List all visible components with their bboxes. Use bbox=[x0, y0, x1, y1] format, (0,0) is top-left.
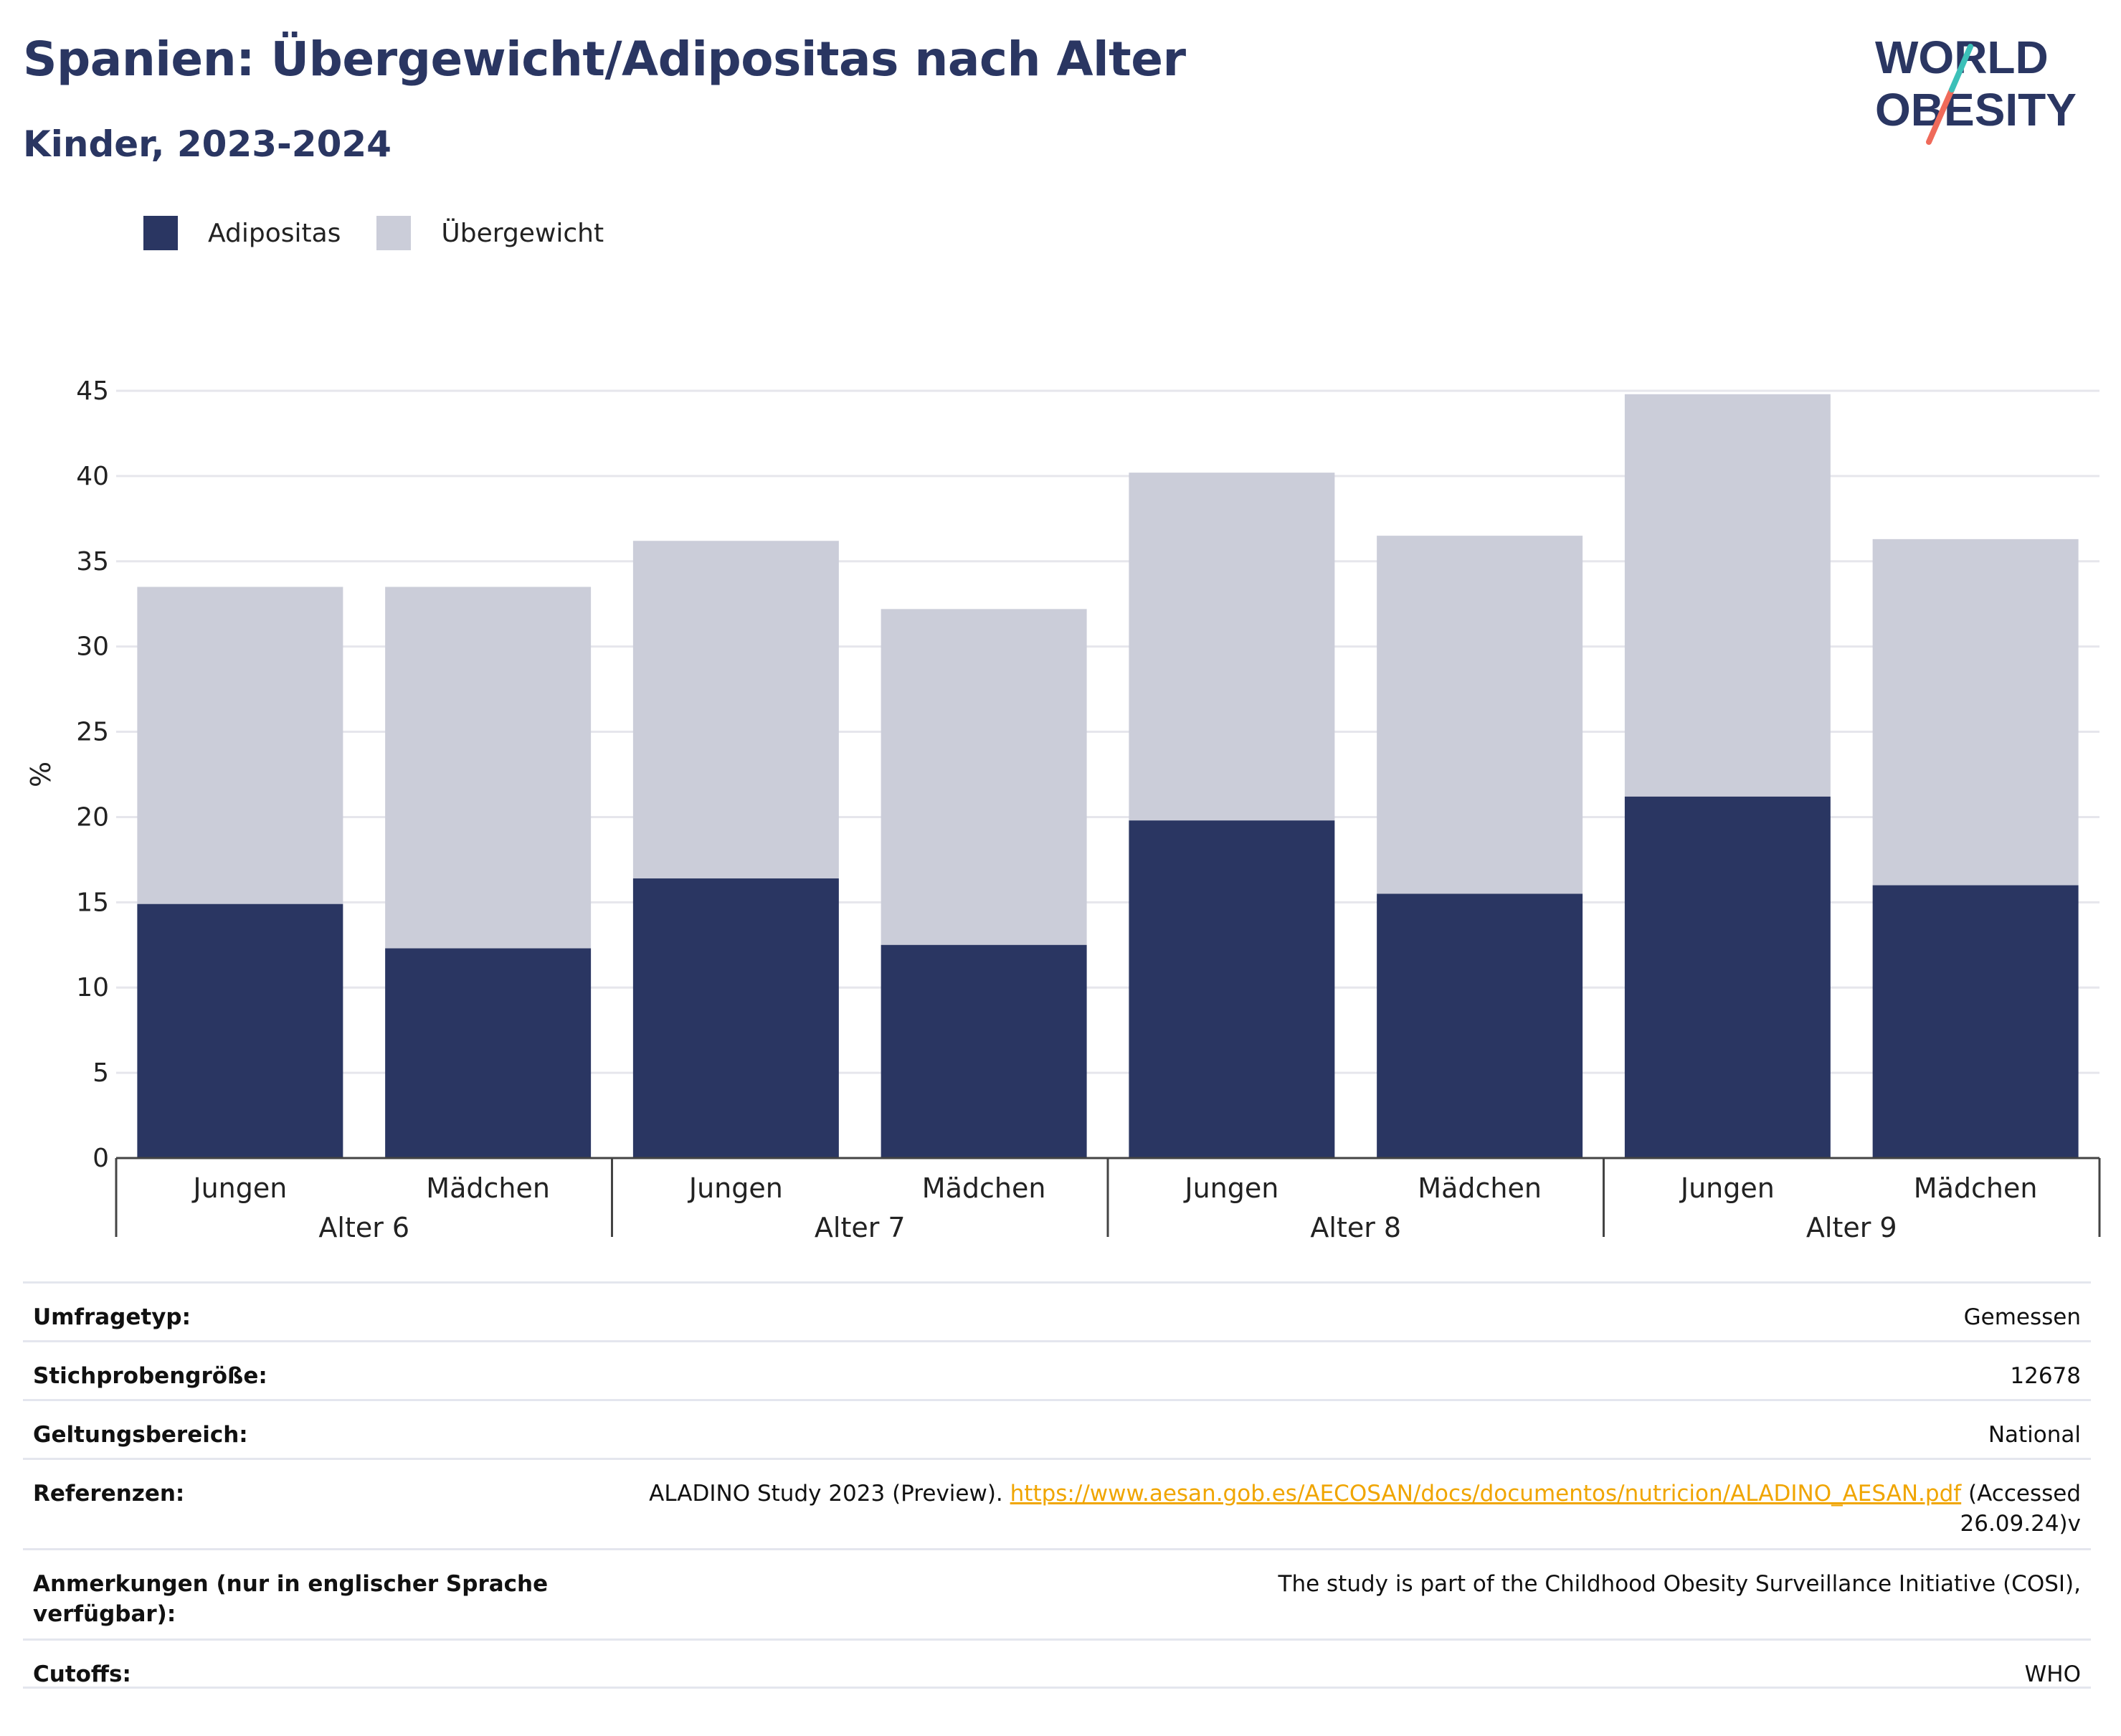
y-tick-label: 20 bbox=[76, 802, 109, 832]
legend-item-adipositas[interactable]: Adipositas bbox=[143, 216, 341, 250]
bar-uebergewicht bbox=[137, 587, 343, 904]
reference-text: ALADINO Study 2023 (Preview). bbox=[649, 1481, 1003, 1507]
meta-value: The study is part of the Childhood Obesi… bbox=[1278, 1571, 2081, 1597]
meta-row-referenzen: Referenzen: ALADINO Study 2023 (Preview)… bbox=[23, 1458, 2091, 1548]
meta-key: Stichprobengröße: bbox=[33, 1363, 267, 1389]
logo-line-1: WORLD bbox=[1875, 32, 2049, 83]
x-tick-label: Jungen bbox=[1183, 1172, 1278, 1204]
y-tick-label: 10 bbox=[76, 973, 109, 1002]
reference-accessed: (Accessed 26.09.24)v bbox=[1960, 1481, 2082, 1537]
group-label: Alter 9 bbox=[1806, 1212, 1897, 1243]
group-label: Alter 7 bbox=[815, 1212, 906, 1243]
meta-row-umfragetyp: Umfragetyp: Gemessen bbox=[23, 1281, 2091, 1340]
logo-slash-teal bbox=[1949, 44, 1973, 93]
meta-row-stichprobe: Stichprobengröße: 12678 bbox=[23, 1340, 2091, 1399]
bar-uebergewicht bbox=[1129, 473, 1335, 821]
meta-value: WHO bbox=[2024, 1661, 2081, 1687]
y-tick-label: 5 bbox=[92, 1058, 109, 1088]
bar-adipositas bbox=[1624, 796, 1831, 1158]
bar-adipositas bbox=[1129, 820, 1335, 1158]
bar-uebergewicht bbox=[385, 587, 592, 949]
reference-link[interactable]: https://www.aesan.gob.es/AECOSAN/docs/do… bbox=[1010, 1481, 1962, 1507]
group-label: Alter 6 bbox=[318, 1212, 409, 1243]
bar-adipositas bbox=[1377, 893, 1583, 1158]
y-tick-label: 25 bbox=[76, 718, 109, 747]
legend-swatch-uebergewicht bbox=[376, 216, 412, 250]
meta-row-geltungsbereich: Geltungsbereich: National bbox=[23, 1399, 2091, 1458]
y-tick-label: 0 bbox=[92, 1144, 109, 1173]
x-tick-label: Jungen bbox=[688, 1172, 783, 1204]
meta-row-cutoffs: Cutoffs: WHO bbox=[23, 1638, 2091, 1689]
group-label: Alter 8 bbox=[1310, 1212, 1401, 1243]
y-tick-label: 45 bbox=[76, 376, 109, 406]
legend-swatch-adipositas bbox=[143, 216, 178, 250]
legend-item-uebergewicht[interactable]: Übergewicht bbox=[376, 216, 604, 250]
metadata-table: Umfragetyp: Gemessen Stichprobengröße: 1… bbox=[23, 1281, 2091, 1689]
logo-line-2: OBESITY bbox=[1875, 84, 2077, 136]
x-tick-label: Mädchen bbox=[1914, 1172, 2038, 1204]
meta-row-anmerkungen: Anmerkungen (nur in englischer Sprache v… bbox=[23, 1548, 2091, 1638]
x-tick-label: Mädchen bbox=[426, 1172, 550, 1204]
meta-value: 12678 bbox=[2010, 1363, 2081, 1389]
bar-adipositas bbox=[1872, 885, 2079, 1158]
bar-adipositas bbox=[632, 878, 839, 1158]
x-tick-label: Mädchen bbox=[922, 1172, 1046, 1204]
y-tick-label: 40 bbox=[76, 462, 109, 491]
x-tick-label: Jungen bbox=[191, 1172, 287, 1204]
bar-uebergewicht bbox=[632, 541, 839, 879]
meta-value: Gemessen bbox=[1963, 1304, 2081, 1330]
legend-label-adipositas: Adipositas bbox=[208, 218, 341, 248]
world-obesity-logo: WORLD OBESITY bbox=[1875, 32, 2077, 145]
bar-adipositas bbox=[137, 903, 343, 1158]
x-tick-label: Mädchen bbox=[1418, 1172, 1542, 1204]
x-tick-label: Jungen bbox=[1679, 1172, 1775, 1204]
y-tick-label: 35 bbox=[76, 547, 109, 577]
meta-value: National bbox=[1988, 1422, 2081, 1448]
chart-legend: Adipositas Übergewicht bbox=[143, 212, 640, 255]
y-tick-label: 15 bbox=[76, 888, 109, 917]
bar-uebergewicht bbox=[1624, 394, 1831, 797]
meta-key: Referenzen: bbox=[33, 1481, 185, 1507]
meta-value: ALADINO Study 2023 (Preview). https://ww… bbox=[546, 1479, 2081, 1539]
bar-chart: 0 5 10 15 20 25 30 35 40 45% Jungen Mädchen Jungen Mä… bbox=[25, 376, 2101, 1243]
bar-adipositas bbox=[385, 948, 592, 1158]
bar-adipositas bbox=[881, 944, 1087, 1158]
chart-subtitle: Kinder, 2023-2024 bbox=[23, 123, 392, 165]
legend-label-uebergewicht: Übergewicht bbox=[441, 218, 604, 248]
logo-slash-coral bbox=[1926, 87, 1955, 145]
y-axis-label: % bbox=[25, 762, 57, 787]
bar-uebergewicht bbox=[1377, 536, 1583, 894]
bar-uebergewicht bbox=[1872, 539, 2079, 886]
meta-key: Umfragetyp: bbox=[33, 1304, 191, 1330]
meta-key: Anmerkungen (nur in englischer Sprache v… bbox=[33, 1571, 549, 1627]
bar-uebergewicht bbox=[881, 609, 1087, 945]
chart-title: Spanien: Übergewicht/Adipositas nach Alt… bbox=[23, 32, 1186, 87]
y-tick-label: 30 bbox=[76, 632, 109, 662]
meta-key: Geltungsbereich: bbox=[33, 1422, 248, 1448]
meta-key: Cutoffs: bbox=[33, 1661, 131, 1687]
